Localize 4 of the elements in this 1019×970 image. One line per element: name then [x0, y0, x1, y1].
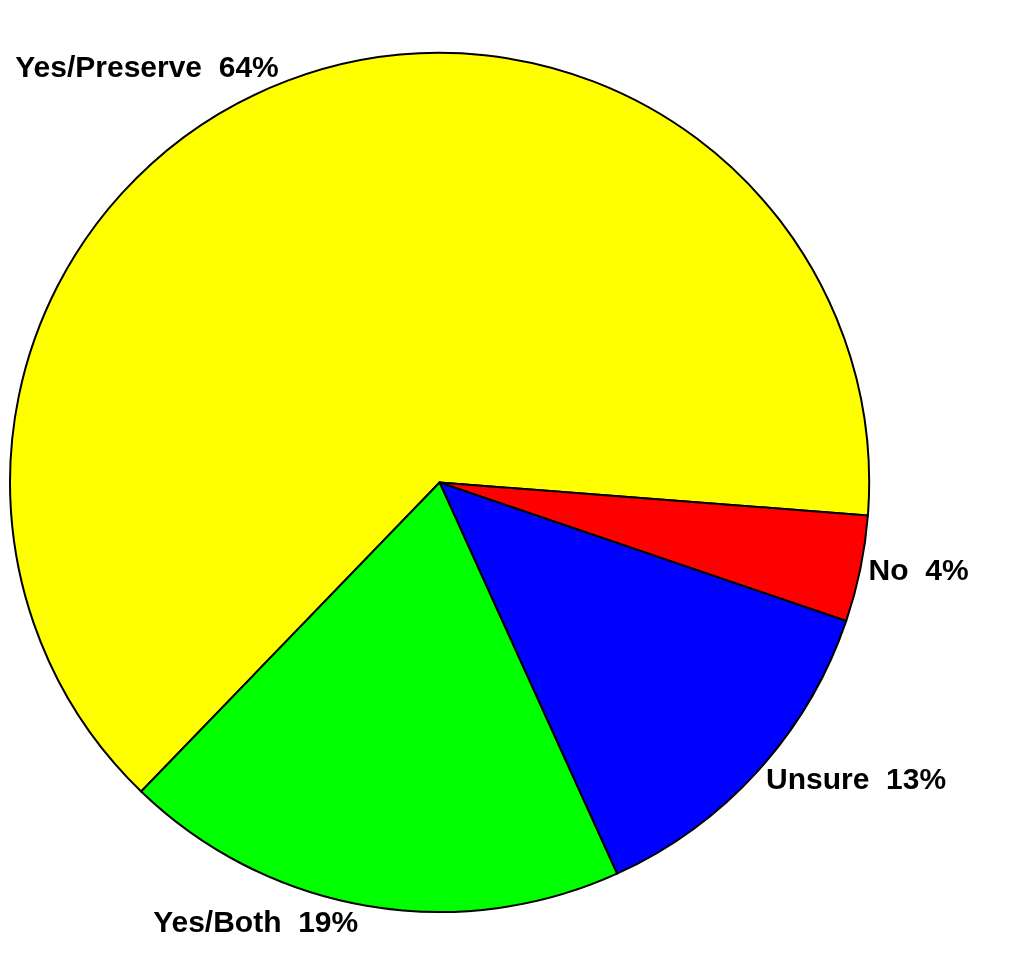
slice-label: Yes/Both 19%: [153, 905, 359, 939]
slice-label: No 4%: [868, 553, 969, 587]
slice-label: Unsure 13%: [766, 762, 947, 795]
slice-label: Yes/Preserve 64%: [15, 50, 279, 84]
